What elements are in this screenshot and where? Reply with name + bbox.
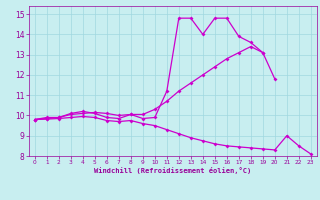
X-axis label: Windchill (Refroidissement éolien,°C): Windchill (Refroidissement éolien,°C)	[94, 167, 252, 174]
